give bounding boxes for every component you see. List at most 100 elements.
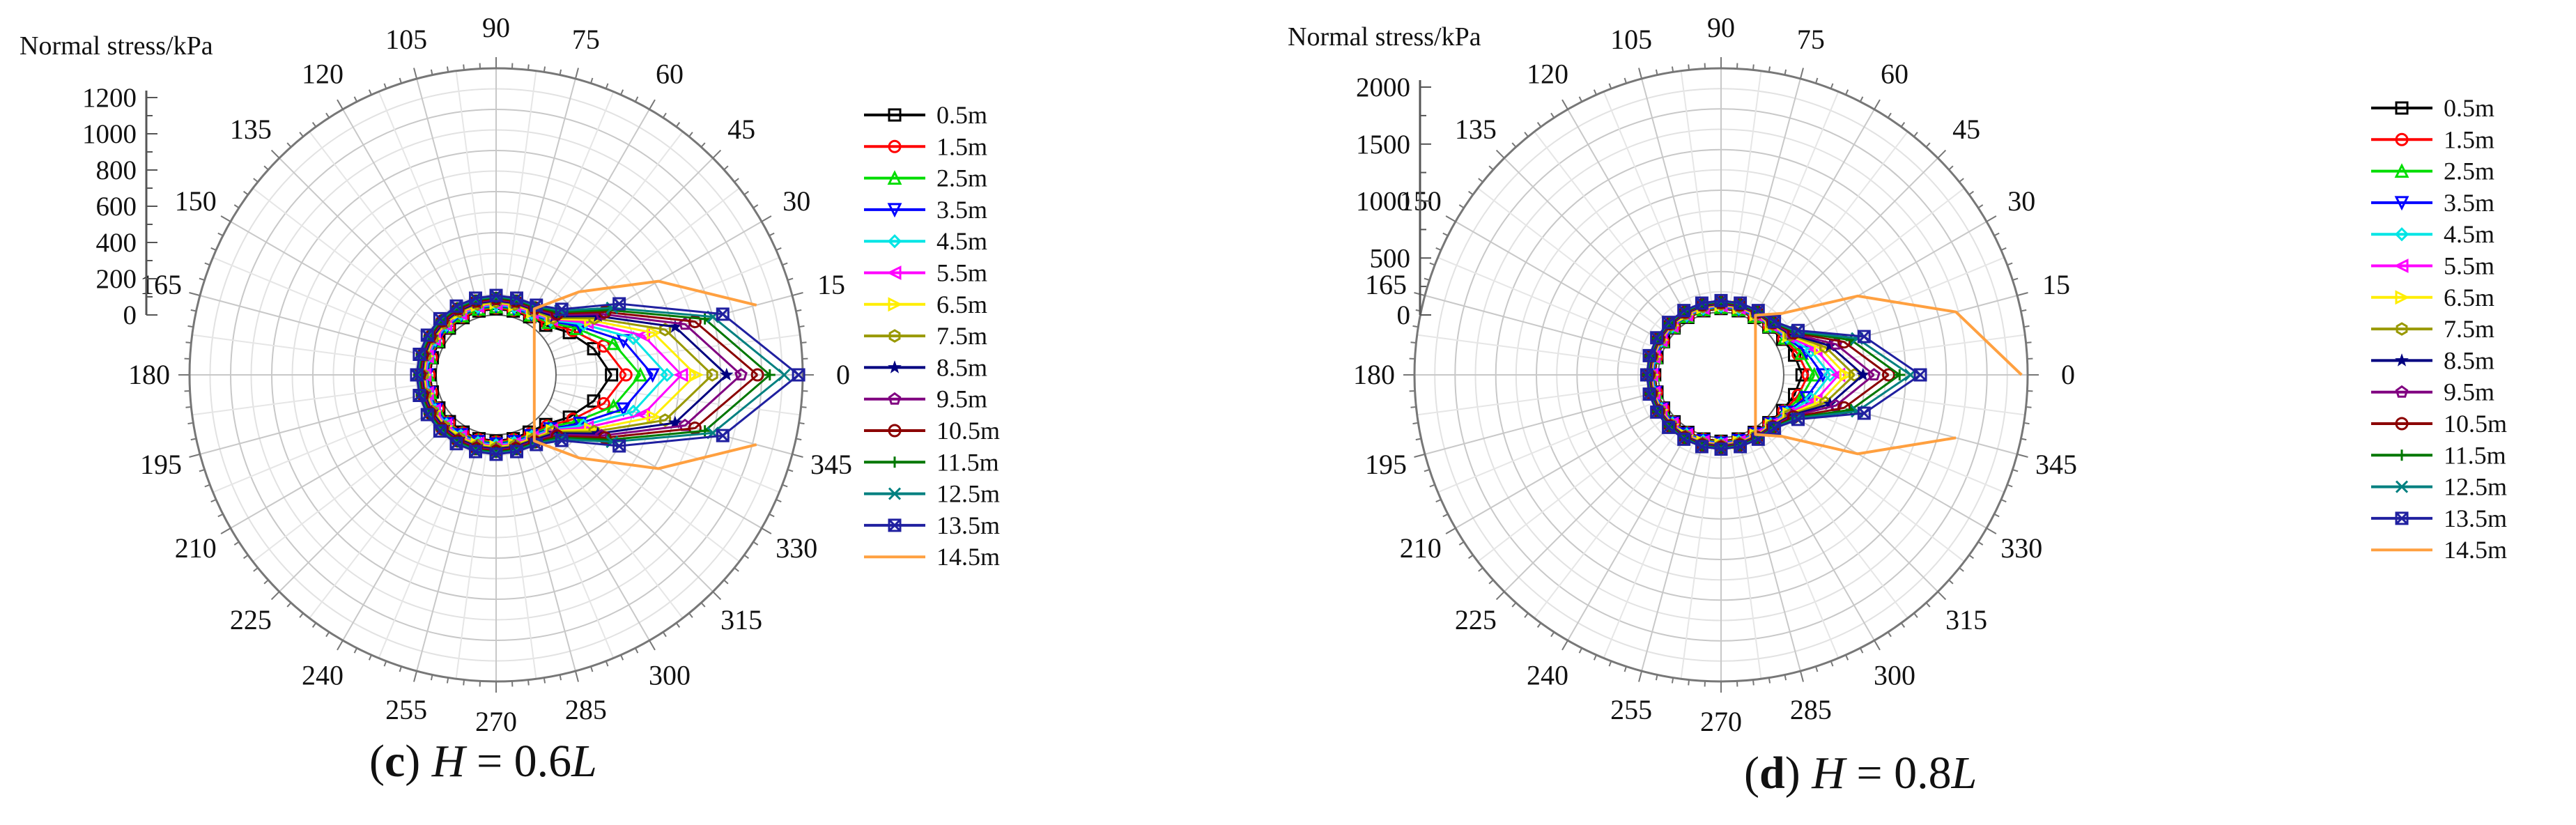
grid-spoke: [1752, 429, 1875, 641]
data-point: [750, 368, 764, 382]
angle-tick: [1638, 670, 1643, 682]
legend-marker: [2395, 385, 2409, 398]
legend-marker: [888, 360, 902, 373]
radial-tick-label: 0: [1397, 300, 1411, 330]
legend-label: 14.5m: [936, 543, 1000, 571]
angle-tick: [1445, 527, 1456, 534]
angle-tick: [1815, 666, 1819, 672]
caption-variable: H: [431, 736, 465, 787]
angle-tick: [1913, 612, 1918, 618]
angle-tick: [559, 69, 562, 75]
angle-tick: [430, 674, 433, 681]
angle-tick-label: 195: [1365, 449, 1407, 480]
angle-tick-label: 285: [565, 694, 607, 725]
grid-spoke: [1455, 221, 1667, 344]
angle-tick: [1948, 165, 1954, 171]
angle-tick: [217, 232, 224, 237]
angle-tick: [799, 422, 805, 425]
angle-tick: [1784, 69, 1787, 75]
data-point: [603, 434, 615, 446]
angle-tick-label: 330: [2000, 532, 2042, 564]
legend-item: 8.5m: [2371, 346, 2494, 374]
data-point: [1867, 368, 1881, 380]
grid-spoke: [1759, 131, 1908, 326]
angle-tick: [2021, 309, 2027, 312]
angle-tick: [712, 149, 722, 159]
angle-tick: [1593, 89, 1597, 95]
legend-label: 9.5m: [2444, 378, 2494, 406]
legend-marker: [2395, 290, 2410, 305]
grid-spoke: [1567, 109, 1690, 321]
data-point: [510, 291, 524, 305]
legend-item: 10.5m: [2371, 410, 2507, 438]
angle-tick: [1688, 679, 1690, 686]
legend-label: 11.5m: [936, 448, 999, 476]
angle-tick-label: 165: [1365, 269, 1407, 300]
angle-tick-label: 45: [727, 114, 755, 145]
legend-item: 2.5m: [2371, 157, 2494, 185]
angle-tick: [263, 165, 269, 171]
grid-spoke: [1775, 221, 1987, 344]
caption-letter: d: [1759, 748, 1785, 799]
legend-item: 5.5m: [864, 259, 987, 287]
angle-tick: [1412, 325, 1419, 328]
legend-item: 2.5m: [864, 164, 987, 192]
angle-tick: [1671, 66, 1674, 72]
angle-tick: [1458, 204, 1465, 209]
angle-tick: [799, 325, 805, 328]
angle-tick: [337, 99, 344, 110]
data-point: [410, 368, 424, 382]
angle-tick: [574, 68, 579, 79]
radial-tick-label: 800: [96, 155, 137, 185]
angle-tick: [311, 622, 317, 628]
legend-label: 3.5m: [2444, 189, 2494, 217]
grid-spoke: [1680, 437, 1714, 679]
angle-tick: [270, 149, 280, 159]
angle-tick: [1468, 190, 1474, 196]
angle-tick: [253, 178, 259, 183]
legend-label: 8.5m: [936, 353, 987, 381]
legend-item: 8.5m: [864, 353, 987, 381]
grid-spoke: [192, 382, 437, 416]
series-14.5m: [532, 279, 757, 470]
legend-marker: [2395, 132, 2409, 146]
angle-tick: [2007, 262, 2013, 266]
angle-tick: [1859, 96, 1864, 102]
angle-tick: [1442, 232, 1449, 237]
angle-tick: [299, 612, 304, 618]
grid-spoke: [1752, 109, 1875, 321]
legend-label: 14.5m: [2444, 536, 2507, 564]
radial-tick-label: 500: [1370, 243, 1411, 273]
legend-label: 13.5m: [936, 511, 1000, 539]
angle-tick: [769, 513, 775, 518]
legend-item: 0.5m: [2371, 94, 2494, 122]
legend-marker: [887, 203, 902, 218]
angle-tick-label: 285: [1790, 694, 1832, 725]
grid-spoke: [555, 382, 801, 416]
data-point: [1642, 348, 1656, 362]
grid-spoke: [1603, 91, 1698, 318]
data-point: [647, 325, 661, 340]
data-point: [1807, 367, 1822, 382]
angle-tick: [1993, 513, 2000, 518]
angle-tick: [620, 89, 624, 95]
angle-tick: [1488, 165, 1494, 171]
angle-tick: [543, 66, 546, 72]
legend-label: 2.5m: [2444, 157, 2494, 185]
angle-tick: [2016, 453, 2028, 458]
angle-tick: [1986, 215, 1997, 222]
data-point: [1768, 314, 1782, 328]
data-point: [778, 368, 791, 382]
data-point: [1662, 316, 1676, 330]
angle-tick: [1488, 579, 1494, 585]
data-point: [660, 367, 674, 383]
angle-tick: [1435, 499, 1442, 503]
data-point: [1839, 367, 1854, 383]
angle-tick: [337, 640, 344, 651]
grid-spoke: [1680, 70, 1714, 313]
legend-marker: [2395, 511, 2409, 525]
grid-spoke: [378, 91, 475, 320]
angle-tick: [1784, 674, 1787, 681]
angle-tick: [782, 484, 788, 488]
radial-tick-label: 1000: [1356, 187, 1410, 217]
